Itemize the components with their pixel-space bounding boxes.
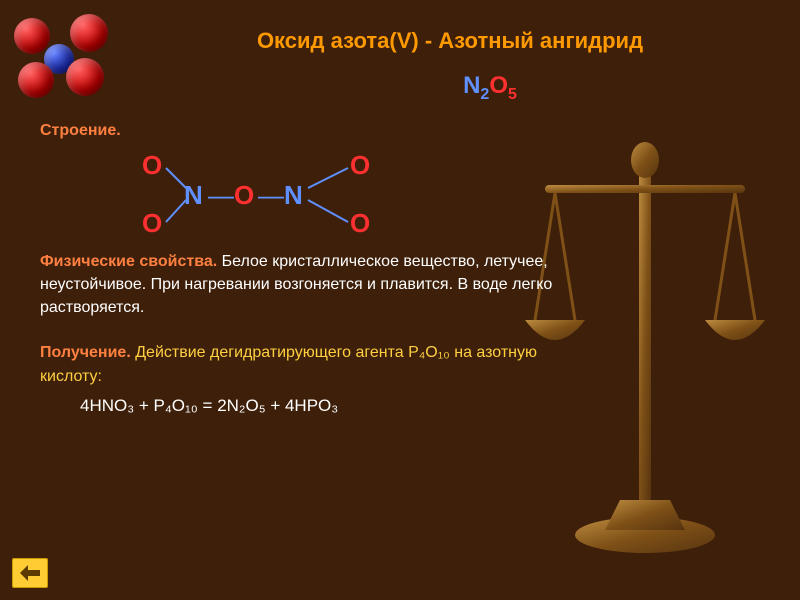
obtain-label: Получение. [40,344,131,361]
atom-oxygen [70,14,108,52]
formula-n: N [463,72,480,99]
physical-section: Физические свойства. Белое кристаллическ… [40,250,570,320]
structure-label: Строение. [40,122,570,140]
arrow-left-icon [20,565,40,581]
struct-bonds [100,150,440,240]
slide-root: Оксид азота(V) - Азотный ангидрид N2O5 С… [0,0,800,600]
obtain-section: Получение. Действие дегидратирующего аге… [40,341,570,387]
atom-oxygen [14,18,50,54]
back-button[interactable] [12,558,48,588]
slide-title: Оксид азота(V) - Азотный ангидрид [140,28,760,54]
physical-label: Физические свойства. [40,253,217,270]
atom-oxygen [66,58,104,96]
main-formula: N2O5 [220,72,760,104]
molecule-3d [8,8,118,103]
structure-diagram: O O N — O — N O O [100,150,440,240]
equation: 4HNO₃ + P₄O₁₀ = 2N₂O₅ + 4HPO₃ [80,396,570,416]
formula-o: O [489,72,508,99]
formula-sub2: 5 [508,86,517,103]
formula-sub1: 2 [480,86,489,103]
atom-oxygen [18,62,54,98]
